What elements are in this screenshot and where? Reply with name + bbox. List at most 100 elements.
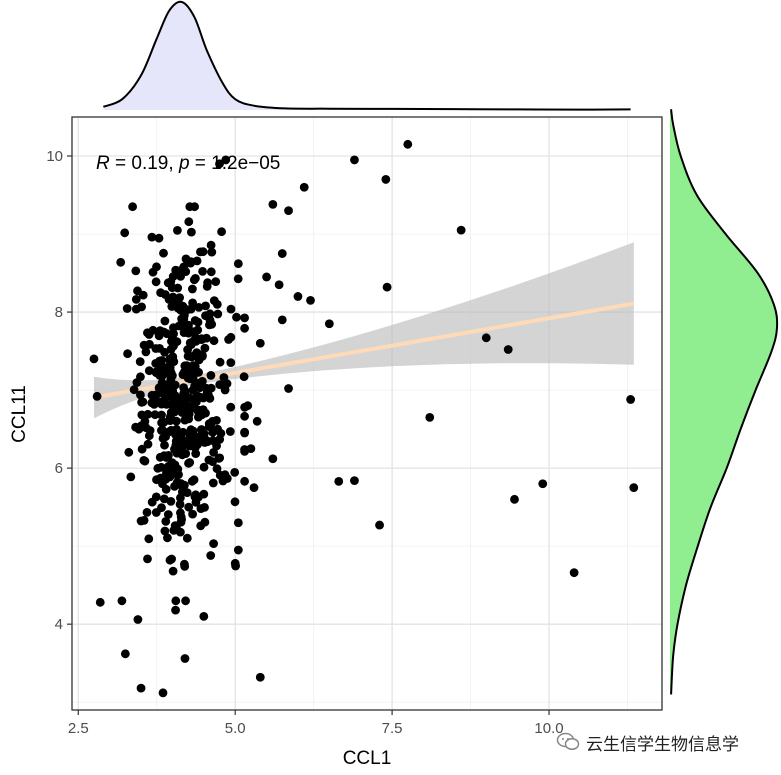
data-point (144, 330, 154, 339)
data-point (246, 444, 256, 454)
data-point (123, 349, 132, 359)
data-point (200, 438, 210, 447)
data-point (160, 526, 170, 536)
data-point (306, 295, 315, 305)
data-point (184, 217, 194, 227)
data-point (151, 508, 161, 517)
data-point (181, 596, 191, 606)
data-point (166, 368, 176, 378)
x-tick-label: 10.0 (534, 720, 563, 737)
data-point (232, 312, 241, 322)
y-tick-label: 8 (55, 304, 63, 321)
data-point (191, 274, 200, 283)
data-point (189, 364, 199, 374)
data-point (230, 558, 240, 568)
data-point (162, 329, 172, 339)
data-point (160, 316, 170, 326)
data-point (277, 249, 287, 258)
panel-border (71, 116, 663, 711)
data-point (136, 372, 145, 382)
data-point (198, 267, 208, 276)
data-point (255, 338, 265, 348)
data-point (155, 326, 165, 335)
data-point (124, 447, 134, 457)
x-density-curve (103, 0, 631, 111)
data-point (194, 303, 204, 312)
data-point (92, 391, 102, 401)
data-point (150, 410, 160, 420)
data-point (240, 313, 250, 323)
data-point (155, 371, 165, 380)
data-point (277, 315, 287, 325)
data-point (144, 366, 154, 376)
data-point (141, 423, 151, 433)
data-point (175, 500, 185, 509)
data-point (189, 400, 199, 410)
data-point (194, 355, 204, 365)
data-point (171, 265, 181, 275)
watermark: 云生信学生物信息学 (556, 727, 776, 757)
data-point (629, 483, 639, 493)
data-point (176, 480, 186, 490)
data-point (165, 466, 175, 475)
data-point (180, 562, 190, 571)
data-point (202, 333, 211, 343)
data-point (171, 430, 181, 440)
data-point (171, 596, 181, 606)
data-point (180, 654, 190, 663)
data-point (137, 444, 147, 454)
data-point (178, 301, 188, 311)
x-tick-label: 2.5 (68, 720, 89, 737)
data-point (172, 523, 181, 533)
data-point (213, 309, 223, 319)
data-point (173, 226, 182, 235)
data-point (284, 384, 293, 393)
data-point (131, 422, 141, 432)
data-point (225, 427, 235, 436)
data-point (161, 517, 171, 526)
data-point (187, 227, 196, 237)
data-point (233, 518, 243, 528)
data-point (208, 428, 218, 437)
data-point (226, 358, 236, 367)
data-point (569, 568, 579, 578)
data-point (167, 554, 177, 564)
scatter-panel (71, 116, 663, 711)
data-point (142, 508, 152, 517)
x-tick-label: 7.5 (382, 720, 403, 737)
data-point (136, 516, 146, 526)
y-marginal-density (670, 109, 779, 695)
data-point (171, 440, 181, 450)
data-point (163, 533, 172, 543)
data-point (209, 296, 219, 305)
data-point (198, 393, 208, 403)
data-point (181, 400, 191, 409)
data-point (186, 258, 196, 268)
regression-fit-line (93, 301, 635, 400)
data-point (157, 426, 166, 435)
data-point (95, 597, 105, 607)
data-point (176, 320, 186, 330)
data-point (141, 347, 151, 357)
data-point (148, 267, 158, 277)
r-symbol: R (96, 153, 110, 174)
data-point (456, 225, 466, 235)
data-point (144, 534, 154, 544)
data-point (233, 274, 243, 284)
data-point (172, 416, 181, 426)
data-point (143, 554, 152, 564)
data-point (122, 304, 132, 313)
wechat-icon (556, 732, 580, 751)
data-point (178, 392, 188, 401)
data-point (212, 464, 222, 474)
data-point (160, 347, 170, 357)
data-point (184, 414, 194, 424)
data-point (136, 683, 146, 693)
data-point (116, 257, 126, 267)
data-point (215, 453, 225, 463)
data-point (381, 175, 391, 184)
data-point (149, 391, 159, 401)
data-point (154, 233, 164, 243)
data-point (626, 395, 636, 404)
data-point (226, 304, 236, 314)
